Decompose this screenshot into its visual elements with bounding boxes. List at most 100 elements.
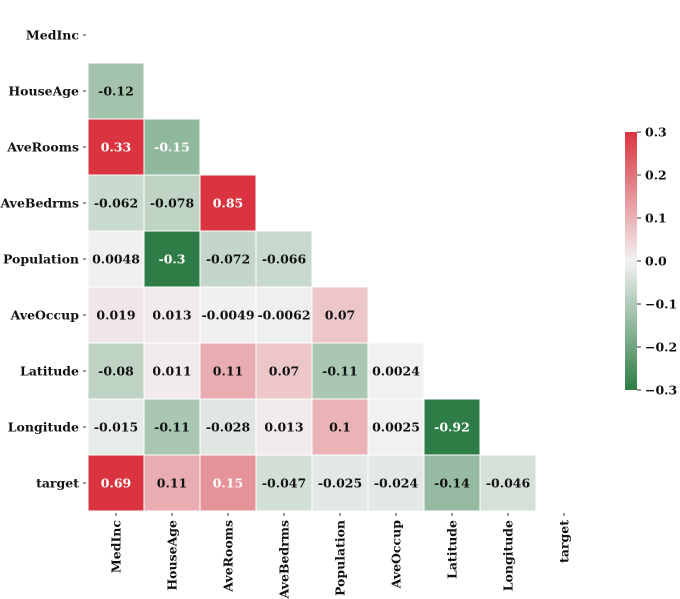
- heatmap-cell-label: 0.1: [329, 420, 351, 435]
- colorbar-tick-label: −0.1: [645, 297, 677, 312]
- heatmap-cell-rect: [255, 286, 313, 344]
- row-tick-label: AveRooms: [6, 140, 79, 155]
- heatmap-cell-rect: [423, 398, 481, 456]
- heatmap-cell: -0.11: [143, 398, 201, 456]
- heatmap-cell-rect: [87, 342, 145, 400]
- row-tick-label: target: [36, 476, 79, 491]
- heatmap-cell-label: 0.019: [96, 308, 135, 323]
- heatmap-cell: 0.0025: [367, 398, 425, 456]
- column-tick-label: Population: [333, 520, 348, 596]
- heatmap-cell: 0.07: [255, 342, 313, 400]
- heatmap-cells: -0.12 0.33 -0.15 -0.062 -0.078 0.85 0.0048 -0.3…: [87, 62, 537, 512]
- heatmap-cell-label: -0.11: [322, 364, 358, 379]
- heatmap-cell-rect: [367, 398, 425, 456]
- heatmap-cell: 0.011: [143, 342, 201, 400]
- heatmap-cell-label: -0.15: [154, 140, 190, 155]
- heatmap-cell-label: -0.028: [206, 420, 251, 435]
- column-tick-labels: MedInc HouseAge AveRooms AveBedrms Populatio…: [109, 513, 572, 599]
- heatmap-cell-rect: [479, 454, 537, 512]
- column-tick-label: AveBedrms: [277, 520, 292, 599]
- heatmap-cell-label: -0.0062: [257, 308, 310, 323]
- column-tick-label: Latitude: [445, 520, 460, 579]
- heatmap-cell: -0.062: [87, 174, 145, 232]
- heatmap-cell-label: 0.11: [213, 364, 243, 379]
- heatmap-cell: -0.047: [255, 454, 313, 512]
- heatmap-cell: -0.066: [255, 230, 313, 288]
- heatmap-cell-label: -0.11: [154, 420, 190, 435]
- heatmap-cell-label: 0.0024: [372, 364, 420, 379]
- heatmap-cell: 0.013: [143, 286, 201, 344]
- heatmap-cell-rect: [199, 342, 257, 400]
- colorbar-tick-label: −0.3: [645, 383, 677, 398]
- heatmap-cell: -0.12: [87, 62, 145, 120]
- row-tick-label: Latitude: [20, 364, 79, 379]
- heatmap-cell-label: -0.078: [150, 196, 195, 211]
- heatmap-cell-label: -0.047: [262, 476, 306, 491]
- column-tick-label: MedInc: [109, 520, 124, 573]
- heatmap-cell: 0.0024: [367, 342, 425, 400]
- heatmap-cell: 0.69: [87, 454, 145, 512]
- heatmap-cell-label: 0.85: [213, 196, 243, 211]
- heatmap-cell-label: -0.015: [94, 420, 138, 435]
- heatmap-cell-rect: [87, 62, 145, 120]
- heatmap-cell-label: 0.0025: [372, 420, 420, 435]
- column-tick-label: AveRooms: [221, 520, 236, 593]
- heatmap-cell-label: 0.0048: [92, 252, 140, 267]
- heatmap-cell: -0.3: [143, 230, 201, 288]
- heatmap-cell: -0.92: [423, 398, 481, 456]
- heatmap-cell-label: 0.33: [101, 140, 131, 155]
- heatmap-cell: 0.07: [311, 286, 369, 344]
- heatmap-cell-rect: [87, 454, 145, 512]
- row-tick-label: Longitude: [8, 420, 79, 435]
- colorbar-tick-label: 0.0: [645, 254, 667, 269]
- heatmap-cell-label: -0.92: [434, 420, 470, 435]
- heatmap-cell: -0.025: [311, 454, 369, 512]
- heatmap-cell-rect: [143, 286, 201, 344]
- heatmap-cell-label: 0.11: [157, 476, 187, 491]
- heatmap-cell-label: -0.3: [159, 252, 186, 267]
- heatmap-cell-rect: [199, 174, 257, 232]
- heatmap-cell: 0.33: [87, 118, 145, 176]
- heatmap-cell: -0.14: [423, 454, 481, 512]
- heatmap-cell-label: -0.0049: [201, 308, 254, 323]
- colorbar-tick-label: 0.2: [645, 168, 667, 183]
- colorbar-tick-label: −0.2: [645, 340, 677, 355]
- heatmap-cell-rect: [255, 342, 313, 400]
- heatmap-cell-label: -0.066: [262, 252, 307, 267]
- heatmap-cell-label: -0.14: [434, 476, 470, 491]
- heatmap-cell: 0.15: [199, 454, 257, 512]
- row-tick-label: Population: [3, 252, 79, 267]
- heatmap-cell: -0.15: [143, 118, 201, 176]
- heatmap-cell-rect: [143, 230, 201, 288]
- colorbar-gradient: [625, 132, 637, 390]
- heatmap-cell-label: 0.15: [213, 476, 243, 491]
- heatmap-cell-label: -0.025: [318, 476, 362, 491]
- heatmap-cell-label: 0.69: [101, 476, 131, 491]
- heatmap-cell-rect: [199, 454, 257, 512]
- heatmap-cell-label: 0.013: [264, 420, 303, 435]
- heatmap-cell-rect: [311, 342, 369, 400]
- heatmap-cell: -0.024: [367, 454, 425, 512]
- row-tick-label: AveBedrms: [0, 196, 79, 211]
- heatmap-cell: -0.046: [479, 454, 537, 512]
- heatmap-cell-rect: [255, 398, 313, 456]
- heatmap-cell-label: 0.07: [325, 308, 355, 323]
- heatmap-cell-rect: [423, 454, 481, 512]
- colorbar: −0.3 −0.2 −0.1 0.0 0.1 0.2 0.3: [625, 125, 677, 398]
- heatmap-cell-rect: [87, 118, 145, 176]
- heatmap-cell: -0.078: [143, 174, 201, 232]
- heatmap-cell-rect: [143, 118, 201, 176]
- row-tick-labels: MedInc HouseAge AveRooms AveBedrms Populatio…: [0, 28, 86, 491]
- heatmap-cell: -0.0049: [199, 286, 257, 344]
- colorbar-tick-label: 0.3: [645, 125, 667, 140]
- column-tick-label: target: [557, 520, 572, 563]
- heatmap-cell-rect: [255, 230, 313, 288]
- heatmap-cell-label: 0.013: [152, 308, 191, 323]
- heatmap-cell: 0.11: [143, 454, 201, 512]
- heatmap-cell-rect: [143, 342, 201, 400]
- heatmap-cell-rect: [367, 342, 425, 400]
- colorbar-tick-label: 0.1: [645, 211, 667, 226]
- column-tick-label: AveOccup: [389, 520, 404, 590]
- column-tick-label: HouseAge: [165, 520, 180, 591]
- heatmap-cell-label: -0.046: [486, 476, 531, 491]
